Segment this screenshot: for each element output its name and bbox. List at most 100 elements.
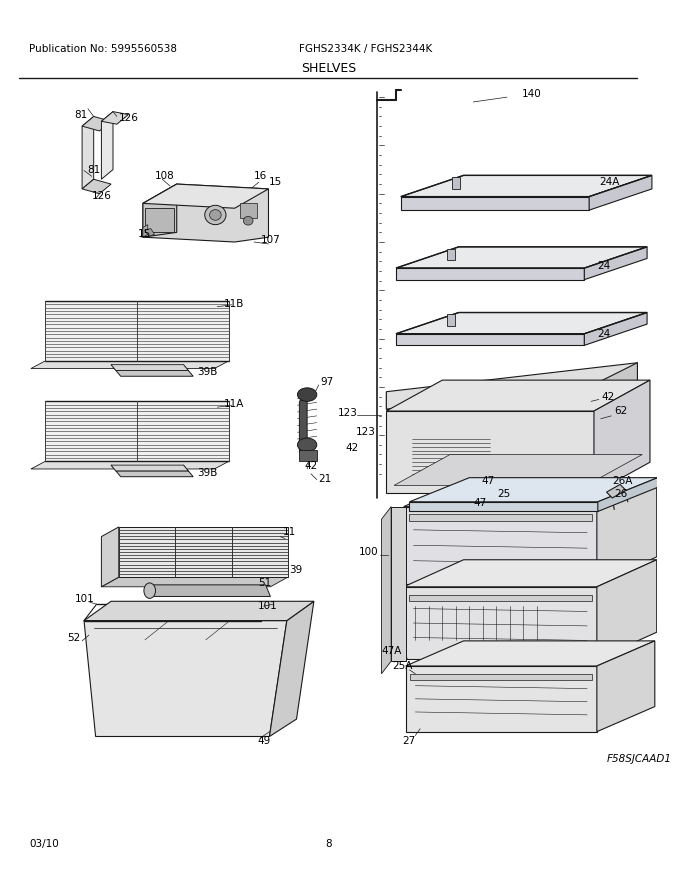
Text: 108: 108: [154, 172, 174, 181]
Text: 26A: 26A: [612, 475, 632, 486]
Ellipse shape: [144, 583, 156, 598]
Polygon shape: [589, 175, 652, 210]
Text: 52: 52: [67, 633, 81, 643]
Text: 24A: 24A: [599, 177, 619, 187]
Polygon shape: [381, 507, 391, 674]
Polygon shape: [452, 177, 460, 189]
Polygon shape: [111, 364, 188, 370]
Text: 123: 123: [338, 408, 358, 418]
Text: 101: 101: [74, 594, 94, 605]
Polygon shape: [404, 507, 597, 584]
Text: 11A: 11A: [224, 400, 244, 409]
Text: 24: 24: [597, 329, 610, 339]
Polygon shape: [101, 112, 113, 180]
Polygon shape: [84, 601, 314, 620]
Text: 126: 126: [119, 114, 139, 123]
Polygon shape: [143, 184, 269, 209]
Polygon shape: [607, 484, 626, 498]
Text: 123: 123: [356, 428, 375, 437]
Polygon shape: [143, 184, 269, 242]
Polygon shape: [597, 560, 657, 659]
Polygon shape: [31, 461, 229, 469]
Text: 39B: 39B: [197, 468, 218, 478]
Polygon shape: [406, 641, 655, 666]
Text: 81: 81: [87, 165, 100, 174]
Polygon shape: [386, 363, 637, 409]
Ellipse shape: [205, 205, 226, 224]
Polygon shape: [409, 515, 592, 521]
Text: 8: 8: [325, 839, 332, 848]
Polygon shape: [409, 502, 598, 511]
Polygon shape: [406, 666, 597, 731]
Polygon shape: [101, 527, 119, 587]
Text: 101: 101: [258, 601, 277, 611]
Text: 47: 47: [481, 475, 494, 486]
Polygon shape: [82, 116, 94, 189]
Text: 21: 21: [319, 473, 332, 484]
Polygon shape: [386, 380, 650, 411]
Text: 11: 11: [283, 527, 296, 537]
Text: 25: 25: [497, 489, 511, 499]
Text: 42: 42: [345, 443, 359, 452]
Polygon shape: [597, 480, 657, 584]
Text: 16: 16: [254, 172, 267, 181]
Polygon shape: [143, 184, 177, 238]
Text: 47A: 47A: [381, 646, 402, 656]
Polygon shape: [299, 394, 307, 452]
Text: Publication No: 5995560538: Publication No: 5995560538: [29, 44, 177, 54]
Text: 39B: 39B: [197, 367, 218, 378]
Polygon shape: [269, 601, 314, 737]
Polygon shape: [84, 620, 287, 737]
Text: 97: 97: [321, 377, 334, 387]
Polygon shape: [401, 196, 589, 210]
Polygon shape: [111, 466, 188, 471]
Text: 03/10: 03/10: [29, 839, 58, 848]
Polygon shape: [396, 247, 647, 268]
Polygon shape: [594, 380, 650, 493]
Polygon shape: [404, 480, 657, 507]
Text: 24: 24: [597, 261, 610, 271]
Text: 27: 27: [402, 737, 415, 746]
Polygon shape: [46, 401, 229, 461]
Polygon shape: [150, 585, 271, 597]
Polygon shape: [396, 312, 647, 334]
Polygon shape: [239, 203, 257, 218]
Polygon shape: [579, 363, 637, 409]
Text: 42: 42: [602, 392, 615, 401]
Text: SHELVES: SHELVES: [301, 62, 356, 75]
Text: 100: 100: [359, 547, 379, 557]
Polygon shape: [82, 116, 111, 131]
Polygon shape: [409, 478, 658, 502]
Text: FGHS2334K / FGHS2344K: FGHS2334K / FGHS2344K: [299, 44, 432, 54]
Polygon shape: [404, 560, 657, 587]
Polygon shape: [119, 527, 288, 577]
Polygon shape: [409, 595, 592, 601]
Text: 15: 15: [138, 230, 152, 239]
Polygon shape: [82, 180, 111, 194]
Text: 81: 81: [74, 109, 88, 120]
Ellipse shape: [297, 438, 317, 451]
Text: 49: 49: [258, 737, 271, 746]
Text: 126: 126: [92, 191, 112, 201]
Ellipse shape: [297, 388, 317, 401]
Polygon shape: [396, 268, 584, 280]
Polygon shape: [46, 301, 229, 361]
Text: 140: 140: [522, 89, 541, 99]
Polygon shape: [31, 361, 229, 369]
Polygon shape: [447, 314, 455, 326]
Polygon shape: [101, 112, 129, 124]
Ellipse shape: [209, 209, 221, 220]
Text: 11B: 11B: [224, 299, 244, 309]
Polygon shape: [447, 249, 455, 260]
Polygon shape: [386, 411, 594, 493]
Text: 107: 107: [260, 235, 281, 246]
Text: 39: 39: [289, 565, 302, 576]
Text: F58SJCAAD1: F58SJCAAD1: [607, 753, 672, 764]
Text: 25A: 25A: [392, 661, 413, 671]
Text: 51: 51: [258, 578, 271, 588]
Polygon shape: [386, 392, 579, 409]
Polygon shape: [116, 471, 193, 477]
Polygon shape: [394, 454, 642, 486]
Polygon shape: [411, 674, 592, 680]
Polygon shape: [584, 312, 647, 345]
